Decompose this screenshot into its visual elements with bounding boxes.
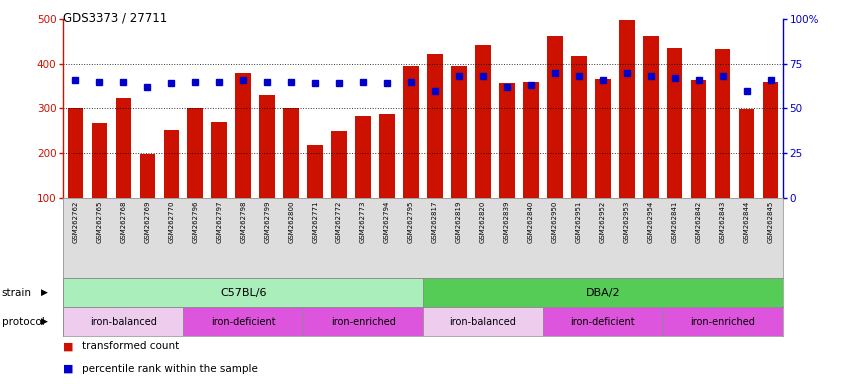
Text: GSM262842: GSM262842 xyxy=(695,201,701,243)
Bar xyxy=(212,122,227,198)
Bar xyxy=(619,20,634,198)
Bar xyxy=(188,108,203,198)
Text: ■: ■ xyxy=(63,341,74,351)
Bar xyxy=(303,307,423,336)
Text: GSM262839: GSM262839 xyxy=(504,201,510,243)
Bar xyxy=(404,66,419,198)
Text: percentile rank within the sample: percentile rank within the sample xyxy=(82,364,258,374)
Text: GSM262769: GSM262769 xyxy=(145,201,151,243)
Text: GSM262765: GSM262765 xyxy=(96,201,102,243)
Bar xyxy=(163,130,179,198)
Text: GSM262951: GSM262951 xyxy=(576,201,582,243)
Bar xyxy=(763,82,778,198)
Text: ▶: ▶ xyxy=(41,288,47,297)
Bar xyxy=(307,145,323,198)
Bar xyxy=(379,114,395,198)
Text: GSM262797: GSM262797 xyxy=(217,201,222,243)
Text: ▶: ▶ xyxy=(41,317,47,326)
Text: GSM262950: GSM262950 xyxy=(552,201,558,243)
Text: GSM262773: GSM262773 xyxy=(360,201,366,243)
Text: DBA/2: DBA/2 xyxy=(585,288,620,298)
Text: iron-deficient: iron-deficient xyxy=(211,316,276,327)
Bar xyxy=(332,131,347,198)
Text: GDS3373 / 27711: GDS3373 / 27711 xyxy=(63,12,168,25)
Text: GSM262768: GSM262768 xyxy=(120,201,126,243)
Text: GSM262798: GSM262798 xyxy=(240,201,246,243)
Bar xyxy=(662,307,783,336)
Bar xyxy=(543,307,662,336)
Text: GSM262952: GSM262952 xyxy=(600,201,606,243)
Text: GSM262845: GSM262845 xyxy=(767,201,773,243)
Bar xyxy=(423,278,783,307)
Text: iron-deficient: iron-deficient xyxy=(570,316,635,327)
Bar xyxy=(423,307,543,336)
Bar xyxy=(595,79,611,198)
Text: GSM262819: GSM262819 xyxy=(456,201,462,243)
Bar xyxy=(260,95,275,198)
Text: GSM262840: GSM262840 xyxy=(528,201,534,243)
Text: GSM262817: GSM262817 xyxy=(432,201,438,243)
Text: C57BL/6: C57BL/6 xyxy=(220,288,266,298)
Text: GSM262843: GSM262843 xyxy=(720,201,726,243)
Bar xyxy=(116,98,131,198)
Text: iron-enriched: iron-enriched xyxy=(690,316,755,327)
Text: GSM262762: GSM262762 xyxy=(73,201,79,243)
Bar xyxy=(63,278,423,307)
Text: strain: strain xyxy=(2,288,31,298)
Text: GSM262800: GSM262800 xyxy=(288,201,294,243)
Bar xyxy=(571,56,586,198)
Text: iron-balanced: iron-balanced xyxy=(90,316,157,327)
Bar xyxy=(91,123,107,198)
Bar xyxy=(68,109,83,198)
Bar xyxy=(63,307,184,336)
Text: GSM262844: GSM262844 xyxy=(744,201,750,243)
Text: ■: ■ xyxy=(63,364,74,374)
Bar xyxy=(427,54,442,198)
Text: GSM262796: GSM262796 xyxy=(192,201,198,243)
Text: GSM262794: GSM262794 xyxy=(384,201,390,243)
Text: protocol: protocol xyxy=(2,316,45,327)
Text: GSM262954: GSM262954 xyxy=(648,201,654,243)
Text: transformed count: transformed count xyxy=(82,341,179,351)
Bar xyxy=(739,109,755,198)
Bar xyxy=(140,154,155,198)
Text: GSM262953: GSM262953 xyxy=(624,201,629,243)
Bar xyxy=(283,108,299,198)
Bar xyxy=(451,66,467,198)
Bar xyxy=(235,73,251,198)
Text: GSM262841: GSM262841 xyxy=(672,201,678,243)
Text: iron-balanced: iron-balanced xyxy=(449,316,516,327)
Bar xyxy=(184,307,303,336)
Bar xyxy=(691,80,706,198)
Text: GSM262770: GSM262770 xyxy=(168,201,174,243)
Bar xyxy=(547,36,563,198)
Bar xyxy=(499,83,514,198)
Text: GSM262820: GSM262820 xyxy=(480,201,486,243)
Text: GSM262771: GSM262771 xyxy=(312,201,318,243)
Bar xyxy=(715,49,730,198)
Bar xyxy=(475,45,491,198)
Bar xyxy=(355,116,371,198)
Text: GSM262799: GSM262799 xyxy=(264,201,270,243)
Bar xyxy=(643,36,658,198)
Bar xyxy=(667,48,683,198)
Text: iron-enriched: iron-enriched xyxy=(331,316,396,327)
Text: GSM262795: GSM262795 xyxy=(408,201,414,243)
Bar xyxy=(523,82,539,198)
Text: GSM262772: GSM262772 xyxy=(336,201,342,243)
